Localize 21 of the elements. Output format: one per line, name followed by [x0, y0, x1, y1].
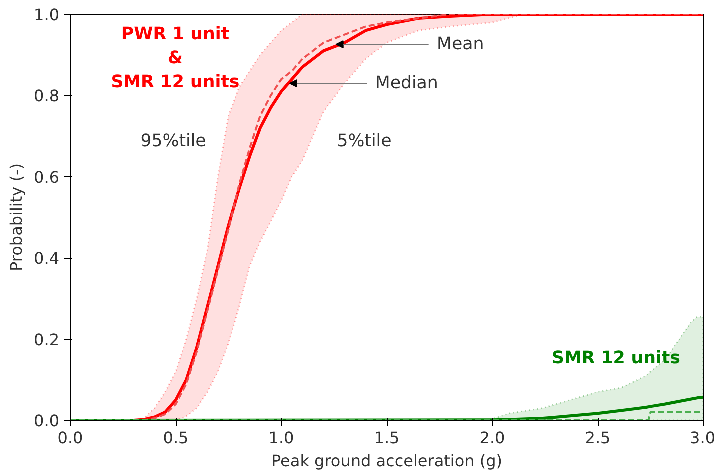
annotation: 5%tile: [337, 132, 392, 152]
y-tick-label: 0.8: [34, 86, 60, 106]
y-tick-label: 1.0: [34, 6, 60, 24]
y-tick-label: 0.4: [34, 249, 60, 268]
x-tick-label: 2.5: [585, 428, 611, 448]
x-tick-label: 2.0: [480, 428, 506, 448]
x-tick-label: 3.0: [690, 428, 715, 448]
annotation: Median: [375, 74, 438, 94]
text: PWR 1 unit & SMR 12 units: [111, 24, 240, 92]
x-tick-label: 1.5: [374, 428, 400, 448]
x-tick-label: 0.5: [163, 428, 189, 448]
series-label: SMR 12 units: [552, 348, 681, 368]
x-axis-title: Peak ground acceleration (g): [271, 452, 503, 470]
x-tick-label: 0.0: [58, 428, 84, 448]
x-tick-label: 1.0: [268, 428, 294, 448]
annotation: 95%tile: [140, 132, 206, 152]
y-tick-label: 0.0: [34, 412, 60, 430]
y-tick-label: 0.6: [34, 168, 60, 187]
annotation: Mean: [437, 34, 484, 55]
y-axis-title: Probability (-): [7, 164, 26, 272]
y-tick-label: 0.2: [34, 330, 60, 350]
